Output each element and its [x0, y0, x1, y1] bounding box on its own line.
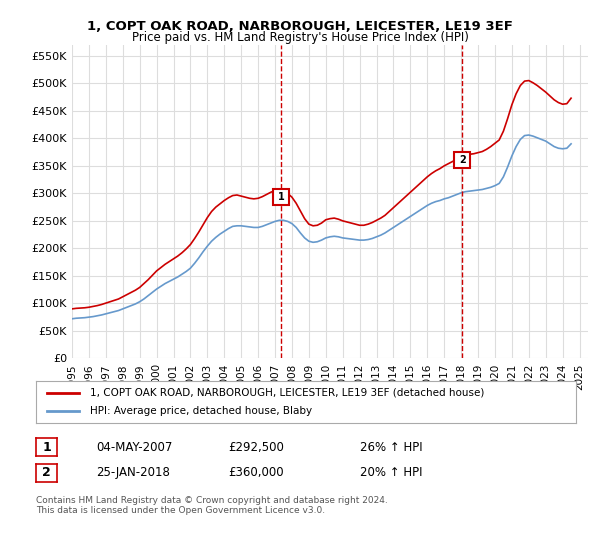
- Text: £360,000: £360,000: [228, 466, 284, 479]
- Text: 26% ↑ HPI: 26% ↑ HPI: [360, 441, 422, 454]
- Text: Contains HM Land Registry data © Crown copyright and database right 2024.
This d: Contains HM Land Registry data © Crown c…: [36, 496, 388, 515]
- Text: 1, COPT OAK ROAD, NARBOROUGH, LEICESTER, LE19 3EF (detached house): 1, COPT OAK ROAD, NARBOROUGH, LEICESTER,…: [90, 388, 484, 398]
- Text: £292,500: £292,500: [228, 441, 284, 454]
- Text: HPI: Average price, detached house, Blaby: HPI: Average price, detached house, Blab…: [90, 406, 312, 416]
- Text: 1, COPT OAK ROAD, NARBOROUGH, LEICESTER, LE19 3EF: 1, COPT OAK ROAD, NARBOROUGH, LEICESTER,…: [87, 20, 513, 32]
- Text: 2: 2: [459, 155, 466, 165]
- Text: 04-MAY-2007: 04-MAY-2007: [96, 441, 172, 454]
- Text: Price paid vs. HM Land Registry's House Price Index (HPI): Price paid vs. HM Land Registry's House …: [131, 31, 469, 44]
- Text: 1: 1: [42, 441, 51, 454]
- Text: 1: 1: [278, 193, 284, 203]
- Text: 20% ↑ HPI: 20% ↑ HPI: [360, 466, 422, 479]
- Text: 25-JAN-2018: 25-JAN-2018: [96, 466, 170, 479]
- Text: 2: 2: [42, 466, 51, 479]
